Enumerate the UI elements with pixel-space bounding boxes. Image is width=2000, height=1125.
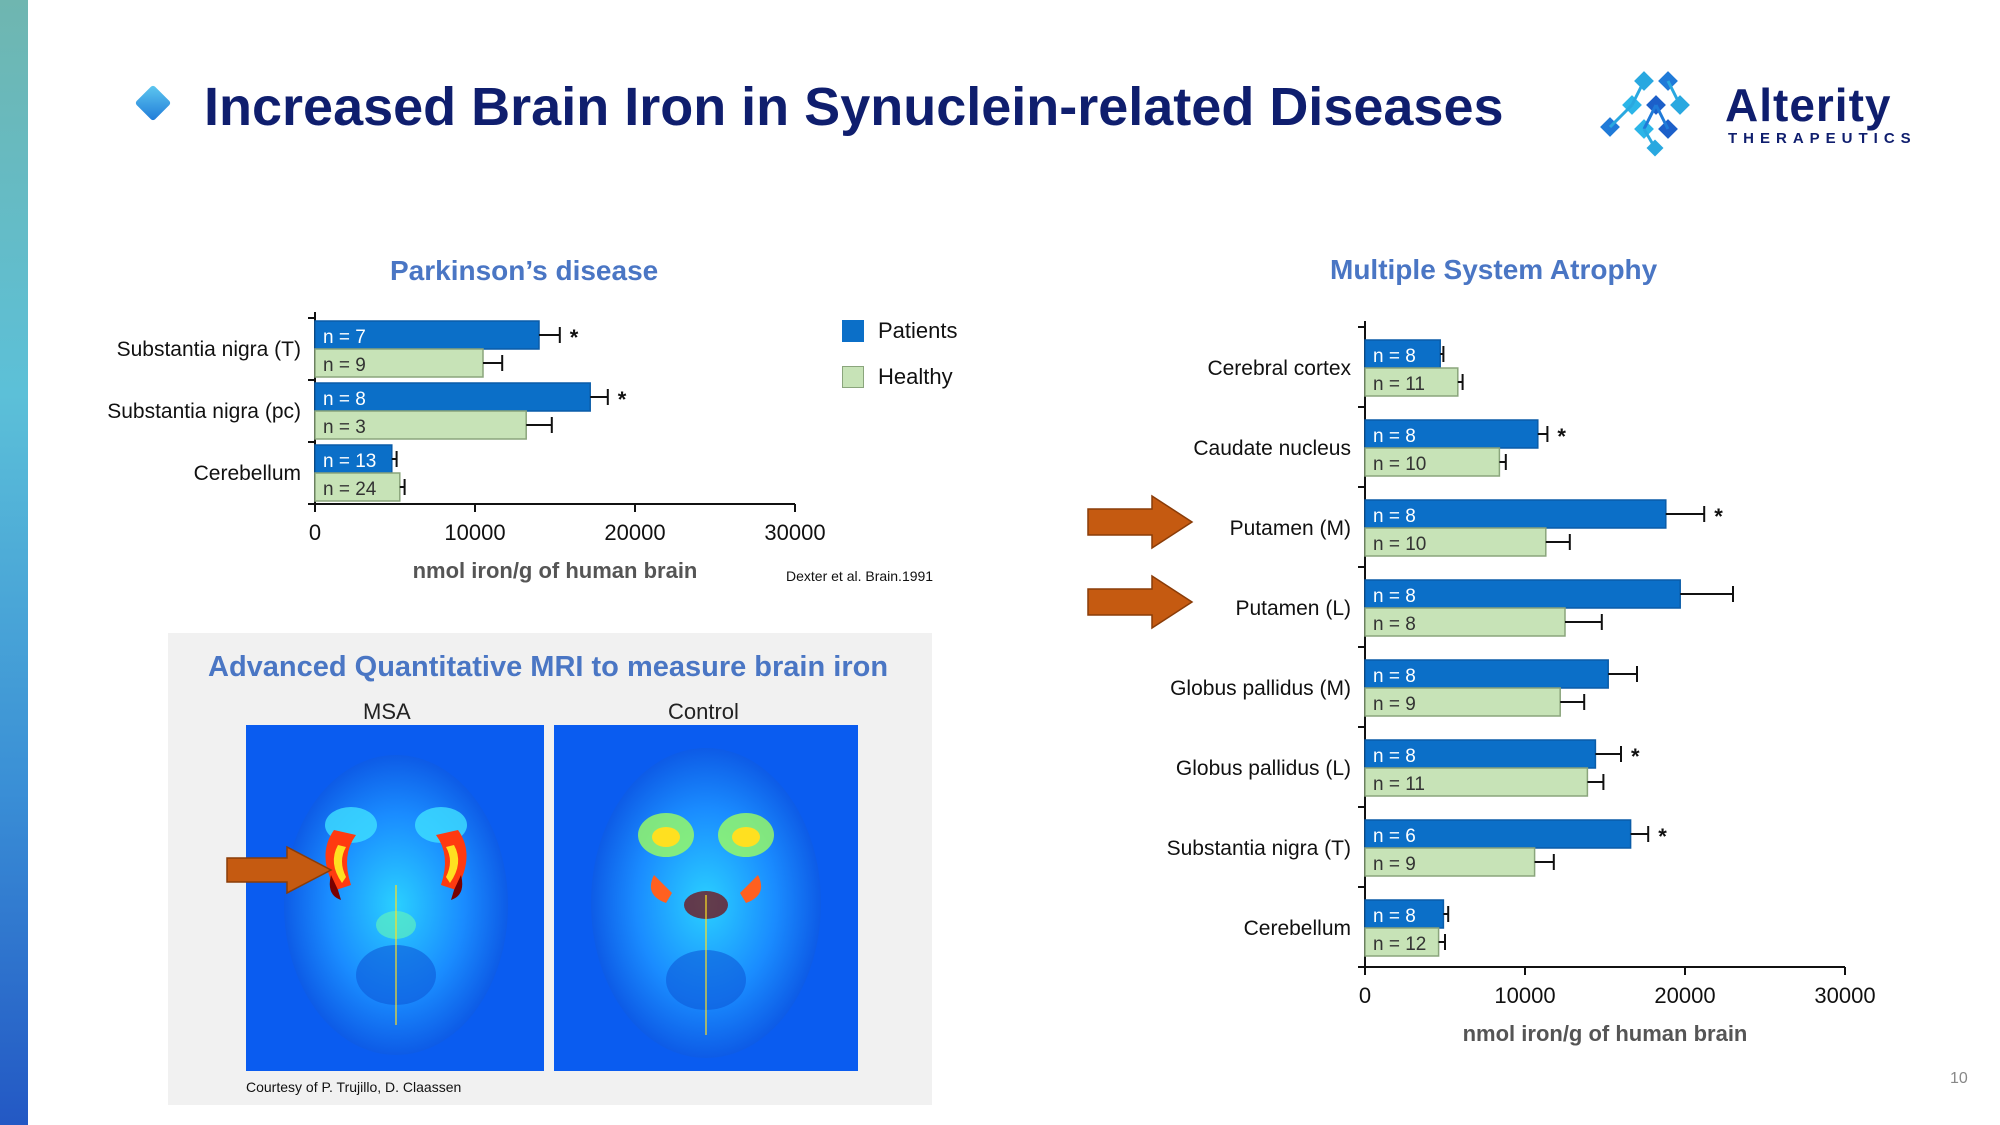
msa-chart: 0 10000 20000 30000 nmol iron/g of human bra… [1167,321,1876,1046]
pd-n-label: n = 24 [323,479,377,500]
highlight-arrow-putamen-l [1087,574,1194,630]
msa-bar-healthy [1364,767,1589,797]
msa-bar-healthy [1364,687,1561,717]
msa-n-label: n = 6 [1373,826,1416,847]
pd-x-tick-label: 10000 [444,520,505,545]
msa-bar-patients [1364,499,1667,529]
pd-n-label: n = 8 [323,389,366,410]
msa-n-label: n = 8 [1373,906,1416,927]
pd-significance-star: * [618,387,627,412]
msa-bar-patients [1364,419,1539,449]
pd-n-label: n = 9 [323,355,366,376]
msa-bar-healthy [1364,847,1536,877]
pd-x-tick-label: 0 [309,520,321,545]
msa-x-tick-label: 0 [1359,983,1371,1008]
slide-title: Increased Brain Iron in Synuclein-relate… [204,77,1504,137]
legend-item-patients: Patients [842,318,1042,348]
company-logo: Alterity THERAPEUTICS [1595,68,1925,158]
msa-n-label: n = 8 [1373,666,1416,687]
pd-category-label: Cerebellum [194,462,301,485]
msa-category-label: Caudate nucleus [1193,437,1351,460]
msa-significance-star: * [1714,504,1723,529]
msa-n-label: n = 9 [1373,694,1416,715]
citation: Dexter et al. Brain.1991 [786,568,934,584]
msa-n-label: n = 8 [1373,746,1416,767]
page-number: 10 [1950,1070,1968,1087]
msa-bar-patients [1364,579,1681,609]
msa-bar-healthy [1364,927,1440,957]
pd-category-label: Substantia nigra (pc) [107,400,301,423]
pd-x-tick-label: 20000 [604,520,665,545]
pd-bar-healthy [314,410,527,440]
msa-category-label: Putamen (M) [1230,517,1351,540]
msa-n-label: n = 9 [1373,854,1416,875]
pd-x-axis-label: nmol iron/g of human brain [413,558,698,583]
msa-n-label: n = 11 [1373,774,1425,795]
msa-n-label: n = 11 [1373,374,1425,395]
mri-panel: Advanced Quantitative MRI to measure bra… [168,633,932,1105]
msa-bar-patients [1364,819,1632,849]
pd-n-label: n = 3 [323,417,366,438]
pd-chart-title: Parkinson’s disease [390,255,659,286]
msa-chart-title: Multiple System Atrophy [1330,254,1658,285]
pd-x-tick-label: 30000 [764,520,825,545]
legend-item-healthy: Healthy [842,364,1042,394]
logo-mark-icon [1600,71,1690,157]
accent-sidebar [0,0,28,1125]
msa-significance-star: * [1658,824,1667,849]
msa-n-label: n = 8 [1373,506,1416,527]
pd-n-label: n = 13 [323,451,376,472]
msa-significance-star: * [1631,744,1640,769]
msa-x-axis-label: nmol iron/g of human brain [1463,1021,1748,1046]
msa-n-label: n = 12 [1373,934,1426,955]
msa-n-label: n = 8 [1373,614,1416,635]
logo-wordmark: Alterity [1725,79,1892,131]
pd-significance-star: * [570,325,579,350]
highlight-arrow-mri [226,845,333,895]
msa-category-label: Cerebellum [1244,917,1351,940]
msa-x-tick-label: 20000 [1654,983,1715,1008]
logo-tagline: THERAPEUTICS [1728,130,1917,147]
pd-n-label: n = 7 [323,327,366,348]
msa-bar-healthy [1364,607,1566,637]
diamond-bullet-icon [134,84,172,122]
mri-image-control [554,725,858,1071]
legend-label-healthy: Healthy [878,364,953,389]
msa-category-label: Globus pallidus (M) [1170,677,1351,700]
msa-n-label: n = 8 [1373,586,1416,607]
pd-chart: 0 10000 20000 30000 nmol iron/g of human bra… [107,312,826,583]
msa-n-label: n = 8 [1373,426,1416,447]
msa-bar-patients [1364,339,1441,369]
msa-n-label: n = 8 [1373,346,1416,367]
highlight-arrow-putamen-m [1087,494,1194,550]
legend-swatch-healthy [842,366,864,388]
mri-credit: Courtesy of P. Trujillo, D. Claassen [246,1079,462,1095]
msa-significance-star: * [1557,424,1566,449]
pd-category-label: Substantia nigra (T) [117,338,301,361]
msa-bar-healthy [1364,527,1547,557]
msa-x-tick-label: 10000 [1494,983,1555,1008]
pd-bar-patients [314,444,393,474]
msa-category-label: Cerebral cortex [1207,357,1351,380]
pd-bar-patients [314,382,591,412]
msa-x-tick-label: 30000 [1814,983,1875,1008]
msa-category-label: Substantia nigra (T) [1167,837,1351,860]
mri-label-msa: MSA [363,699,411,724]
legend-label-patients: Patients [878,318,958,343]
msa-category-label: Globus pallidus (L) [1176,757,1351,780]
mri-label-control: Control [668,699,739,724]
msa-category-label: Putamen (L) [1235,597,1351,620]
msa-bar-patients [1364,739,1597,769]
legend-swatch-patients [842,320,864,342]
mri-image-msa [246,725,544,1071]
mri-title: Advanced Quantitative MRI to measure bra… [208,651,889,683]
msa-n-label: n = 10 [1373,534,1426,555]
msa-n-label: n = 10 [1373,454,1426,475]
